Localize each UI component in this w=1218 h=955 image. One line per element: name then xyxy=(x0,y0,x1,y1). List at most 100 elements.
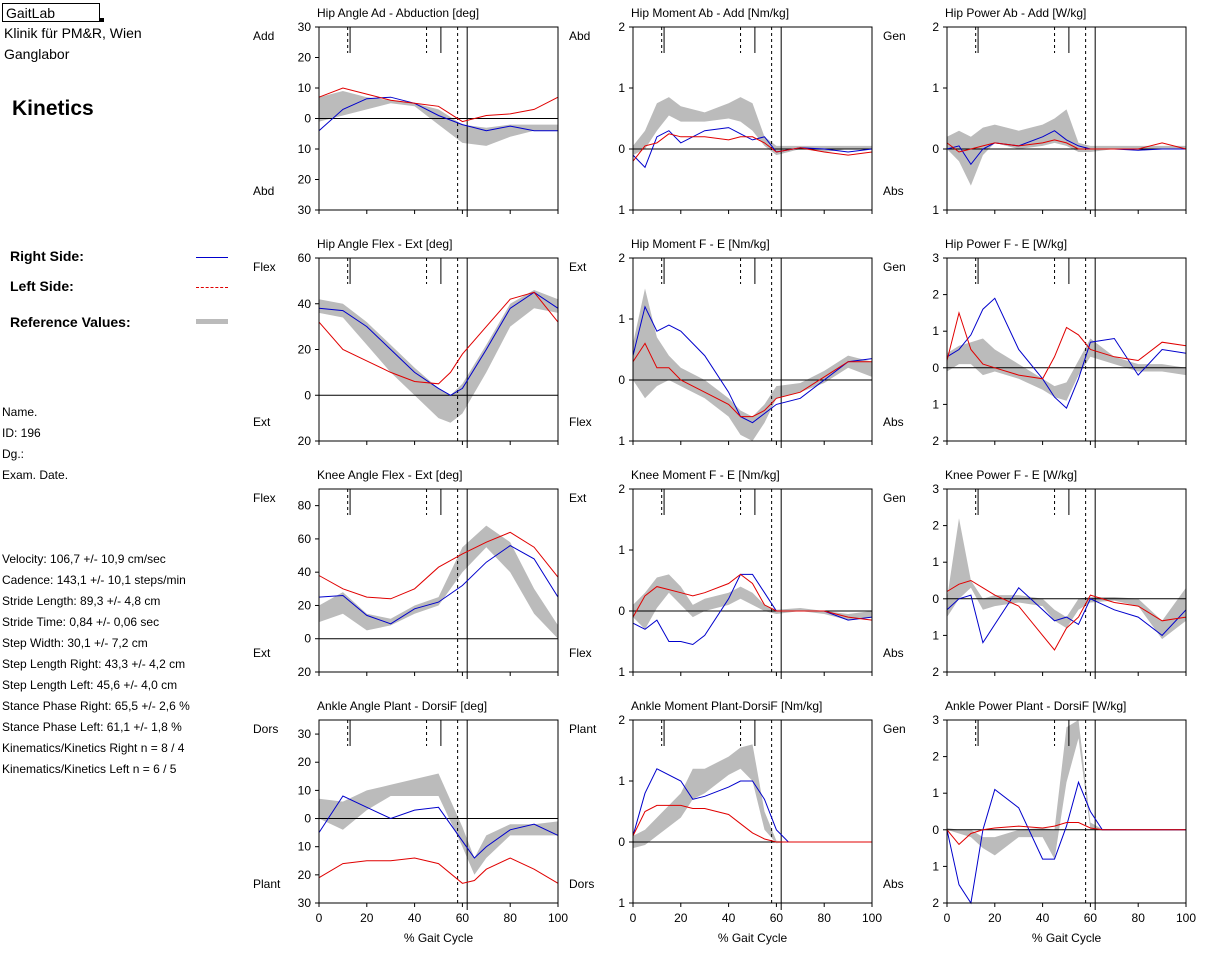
y-tick-label: 2 xyxy=(618,713,625,727)
y-tick-label: 1 xyxy=(932,324,939,338)
x-tick-label: 0 xyxy=(944,911,951,925)
y-tick-label: 2 xyxy=(932,20,939,34)
chart-title: Knee Power F - E [W/kg] xyxy=(945,468,1077,482)
patient-name-label: Name. xyxy=(2,405,38,419)
y-tick-label: 0 xyxy=(304,812,311,826)
stat-n-left: Kinematics/Kinetics Left n = 6 / 5 xyxy=(2,762,177,776)
y-tick-label: 60 xyxy=(298,251,312,265)
reference-band xyxy=(633,97,872,156)
reference-band xyxy=(947,720,1186,860)
y-tick-label: 3 xyxy=(932,713,939,727)
y-tick-label: 0 xyxy=(618,835,625,849)
chart-title: Hip Power F - E [W/kg] xyxy=(945,237,1067,251)
left-side-line xyxy=(632,804,872,843)
left-side-line xyxy=(946,139,1187,153)
x-tick-label: 40 xyxy=(722,911,736,925)
side-label-bottom: Dors xyxy=(569,877,594,891)
left-side-line xyxy=(318,291,559,385)
y-tick-label: 2 xyxy=(932,288,939,302)
y-tick-label: 1 xyxy=(932,81,939,95)
legend-right-line xyxy=(196,257,228,258)
y-tick-label: 0 xyxy=(932,592,939,606)
stat-cadence: Cadence: 143,1 +/- 10,1 steps/min xyxy=(2,573,186,587)
stat-step-width: Step Width: 30,1 +/- 7,2 cm xyxy=(2,636,148,650)
stat-stride-time: Stride Time: 0,84 +/- 0,06 sec xyxy=(2,615,160,629)
side-label-top: Flex xyxy=(253,260,276,274)
y-tick-label: 3 xyxy=(932,482,939,496)
y-tick-label: 60 xyxy=(298,532,312,546)
chart-title: Hip Angle Flex - Ext [deg] xyxy=(317,237,452,251)
institution-name: Klinik für PM&R, Wien xyxy=(4,25,142,41)
y-tick-label: 10 xyxy=(298,142,312,156)
side-label-top: Plant xyxy=(569,722,597,736)
y-tick-label: 20 xyxy=(298,51,312,65)
y-tick-label: 1 xyxy=(618,896,625,910)
chart-title: Hip Power Ab - Add [W/kg] xyxy=(945,6,1086,20)
chart-9: Ankle Angle Plant - DorsiF [deg]30201001… xyxy=(253,699,568,945)
left-side-line xyxy=(318,531,559,600)
side-label-bottom: Flex xyxy=(569,415,592,429)
side-label-bottom: Ext xyxy=(253,646,271,660)
y-tick-label: 1 xyxy=(618,434,625,448)
side-label-bottom: Flex xyxy=(569,646,592,660)
chart-title: Ankle Angle Plant - DorsiF [deg] xyxy=(317,699,487,713)
reference-band xyxy=(319,525,558,639)
y-tick-label: 0 xyxy=(304,112,311,126)
plot-frame xyxy=(632,257,873,442)
y-tick-label: 20 xyxy=(298,665,312,679)
y-tick-label: 0 xyxy=(304,388,311,402)
y-tick-label: 2 xyxy=(618,251,625,265)
left-side-line xyxy=(946,579,1187,651)
resize-handle[interactable] xyxy=(100,18,104,22)
x-tick-label: 100 xyxy=(548,911,568,925)
right-side-line xyxy=(946,297,1187,409)
y-tick-label: 0 xyxy=(304,632,311,646)
left-side-line xyxy=(632,133,873,162)
chart-title: Ankle Moment Plant-DorsiF [Nm/kg] xyxy=(631,699,822,713)
side-label-bottom: Ext xyxy=(253,415,271,429)
legend-reference-band xyxy=(196,319,228,324)
chart-2: Hip Power Ab - Add [W/kg] 2 1 0 1 Gen Abs xyxy=(883,6,1187,217)
y-tick-label: 2 xyxy=(932,896,939,910)
stat-step-length-left: Step Length Left: 45,6 +/- 4,0 cm xyxy=(2,678,178,692)
side-label-top: Gen xyxy=(883,722,906,736)
chart-8: Knee Power F - E [W/kg] 3 2 1 0 1 2 Gen Abs xyxy=(883,468,1187,679)
x-tick-label: 60 xyxy=(1084,911,1098,925)
x-tick-label: 100 xyxy=(862,911,882,925)
side-label-top: Dors xyxy=(253,722,278,736)
x-tick-label: 60 xyxy=(456,911,470,925)
legend-right-label: Right Side: xyxy=(10,248,84,264)
x-tick-label: 20 xyxy=(360,911,374,925)
side-label-bottom: Abd xyxy=(253,184,274,198)
right-side-line xyxy=(318,291,559,396)
y-tick-label: 1 xyxy=(932,628,939,642)
y-tick-label: 20 xyxy=(298,868,312,882)
info-panel: GaitLab Klinik für PM&R, Wien Ganglabor … xyxy=(0,0,250,955)
reference-band xyxy=(633,288,872,441)
x-axis-label: % Gait Cycle xyxy=(718,931,788,945)
y-tick-label: 40 xyxy=(298,565,312,579)
x-tick-label: 80 xyxy=(818,911,832,925)
side-label-top: Ext xyxy=(569,491,587,505)
chart-title: Hip Moment F - E [Nm/kg] xyxy=(631,237,770,251)
y-tick-label: 30 xyxy=(298,727,312,741)
chart-title: Hip Angle Ad - Abduction [deg] xyxy=(317,6,479,20)
stat-velocity: Velocity: 106,7 +/- 10,9 cm/sec xyxy=(2,552,166,566)
chart-3: Hip Angle Flex - Ext [deg] 60 40 20 0 20 Flex E… xyxy=(253,237,559,448)
y-tick-label: 1 xyxy=(618,312,625,326)
y-tick-label: 1 xyxy=(932,786,939,800)
y-tick-label: 2 xyxy=(932,665,939,679)
chart-5: Hip Power F - E [W/kg] 3 2 1 0 1 2 Gen Abs xyxy=(883,237,1187,448)
right-side-line xyxy=(632,127,873,169)
y-tick-label: 1 xyxy=(618,81,625,95)
y-tick-label: 20 xyxy=(298,173,312,187)
chart-title: Knee Angle Flex - Ext [deg] xyxy=(317,468,462,482)
y-tick-label: 1 xyxy=(618,665,625,679)
x-axis-label: % Gait Cycle xyxy=(1032,931,1102,945)
y-tick-label: 40 xyxy=(298,297,312,311)
left-side-line xyxy=(632,573,873,621)
stat-stance-left: Stance Phase Left: 61,1 +/- 1,8 % xyxy=(2,720,182,734)
left-side-line xyxy=(318,857,559,884)
x-tick-label: 80 xyxy=(504,911,518,925)
